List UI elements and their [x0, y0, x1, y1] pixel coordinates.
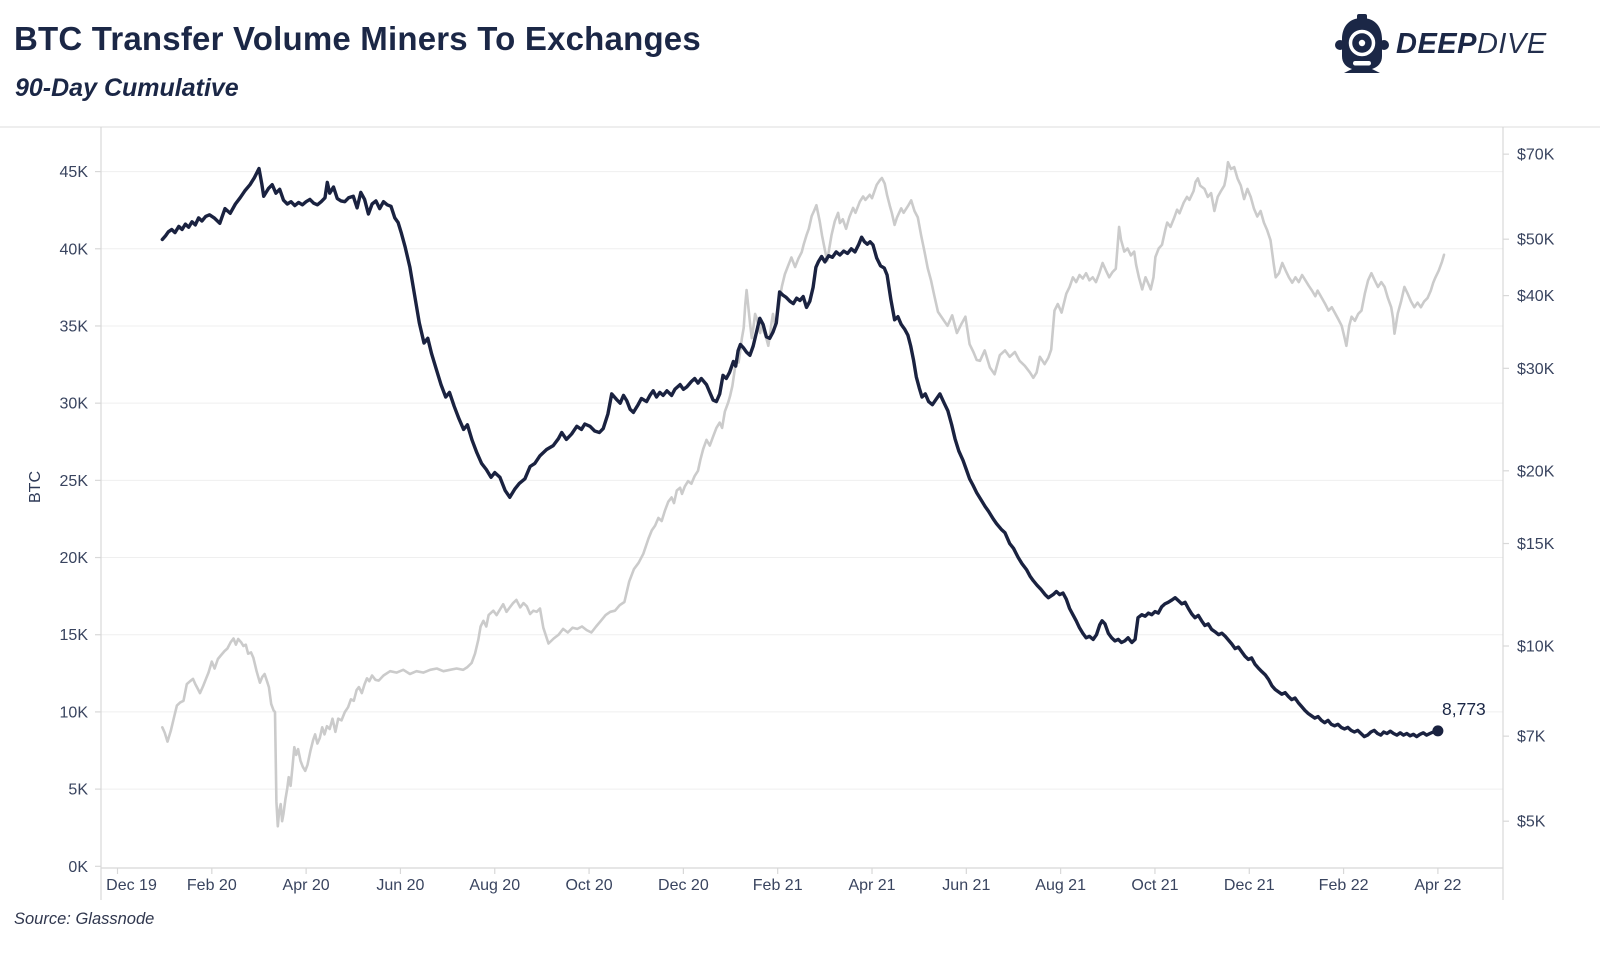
right-axis-tick-label: $30K [1517, 361, 1555, 378]
end-point-dot [1432, 725, 1444, 737]
deepdive-logo: DEEPDIVE [1334, 12, 1547, 76]
right-axis-tick-label: $50K [1517, 232, 1555, 249]
left-axis-tick-label: 40K [60, 241, 89, 258]
x-axis-tick-label: Dec 20 [658, 877, 709, 894]
miner-volume-line [160, 166, 1440, 739]
left-axis-tick-label: 25K [60, 473, 89, 490]
page-title: BTC Transfer Volume Miners To Exchanges [14, 20, 701, 57]
x-axis-tick-label: Jun 21 [942, 877, 990, 894]
right-axis-tick-label: $7K [1517, 729, 1546, 746]
right-axis-tick-label: $15K [1517, 536, 1555, 553]
right-axis-tick-label: $10K [1517, 639, 1555, 656]
source-note: Source: Glassnode [14, 910, 155, 928]
logo-word-deep: DEEP [1396, 27, 1477, 60]
right-axis-tick-label: $40K [1517, 288, 1555, 305]
right-axis-tick-label: $5K [1517, 814, 1546, 831]
x-axis-tick-label: Aug 21 [1035, 877, 1086, 894]
logo-word-dive: DIVE [1476, 27, 1547, 60]
right-axis-tick-label: $70K [1517, 147, 1555, 164]
left-axis-tick-label: 15K [60, 627, 89, 644]
x-axis-tick-label: Oct 21 [1131, 877, 1178, 894]
x-axis-tick-label: Feb 20 [187, 877, 237, 894]
deepdive-logo-text: DEEPDIVE [1396, 28, 1547, 61]
x-axis-tick-label: Feb 22 [1319, 877, 1369, 894]
x-axis-tick-label: Dec 21 [1224, 877, 1275, 894]
left-axis-tick-label: 0K [68, 859, 88, 876]
x-axis-tick-label: Aug 20 [469, 877, 520, 894]
x-axis-tick-label: Feb 21 [753, 877, 803, 894]
btc-price-line [161, 160, 1446, 828]
x-axis-tick-label: Apr 21 [848, 877, 895, 894]
left-axis-tick-label: 5K [68, 782, 88, 799]
x-axis-tick-label: Apr 22 [1414, 877, 1461, 894]
x-axis-tick-label: Dec 19 [106, 877, 157, 894]
left-axis-tick-label: 30K [60, 396, 89, 413]
right-axis-tick-label: $20K [1517, 463, 1555, 480]
left-axis-title: BTC [27, 471, 44, 503]
left-axis-tick-label: 45K [60, 164, 89, 181]
last-value-annotation: 8,773 [1442, 699, 1486, 719]
left-axis-tick-label: 35K [60, 318, 89, 335]
diver-helmet-icon [1335, 14, 1389, 73]
x-axis-tick-label: Apr 20 [283, 877, 330, 894]
x-axis-tick-label: Oct 20 [565, 877, 612, 894]
left-axis-tick-label: 10K [60, 704, 89, 721]
x-axis-tick-label: Jun 20 [376, 877, 424, 894]
left-axis-tick-label: 20K [60, 550, 89, 567]
page-subtitle: 90-Day Cumulative [15, 74, 239, 102]
